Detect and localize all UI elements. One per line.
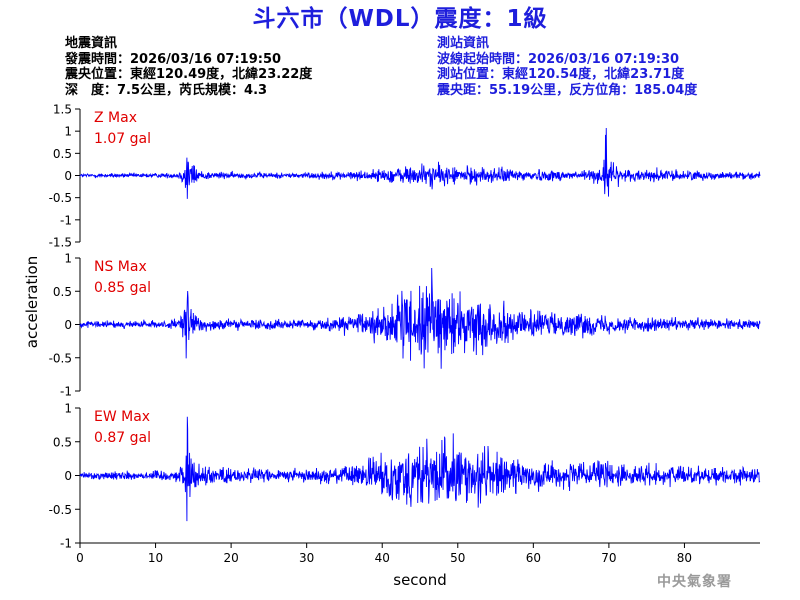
y-tick-label-z: -1.5: [49, 236, 72, 250]
max-value-ns: 0.85 gal: [94, 280, 151, 296]
y-tick-label-z: -1: [60, 213, 72, 227]
y-tick-label-ew: -0.5: [49, 503, 72, 517]
y-tick-label-ns: 0.5: [53, 285, 72, 299]
y-tick-label-ns: -0.5: [49, 351, 72, 365]
origin-time: 發震時間：2026/03/16 07:19:50: [65, 51, 282, 67]
y-tick-label-ew: -1: [60, 537, 72, 551]
panel-ew: -1 -0.5 0 0.5 1 EW Max 0.87 gal: [49, 402, 761, 551]
y-tick-label-z: 0: [64, 169, 72, 183]
station-info-block: 測站資訊 波線起始時間：2026/03/16 07:19:30 測站位置：東經1…: [437, 36, 697, 98]
wave-start-time: 波線起始時間：2026/03/16 07:19:30: [437, 51, 680, 67]
max-value-z: 1.07 gal: [94, 131, 151, 147]
y-tick-label-ew: 0.5: [53, 435, 72, 449]
max-label-ew: EW Max: [94, 409, 150, 425]
x-axis-label: second: [393, 571, 447, 589]
station-info-heading: 測站資訊: [437, 36, 490, 51]
y-axis-label: acceleration: [23, 256, 41, 348]
y-tick-label-z: 1: [64, 125, 72, 139]
y-tick-label-z: 1.5: [53, 103, 72, 117]
epicenter-location: 震央位置：東經120.49度，北緯23.22度: [65, 67, 313, 82]
y-tick-label-ns: 0: [64, 318, 72, 332]
max-value-ew: 0.87 gal: [94, 430, 151, 446]
x-tick-label: 60: [526, 551, 541, 565]
epicentral-distance-azimuth: 震央距：55.19公里，反方位角：185.04度: [437, 82, 698, 98]
y-tick-label-z: 0.5: [53, 147, 72, 161]
y-tick-label-z: -0.5: [49, 191, 72, 205]
quake-info-block: 地震資訊 發震時間：2026/03/16 07:19:50 震央位置：東經120…: [65, 36, 312, 98]
y-tick-label-ew: 0: [64, 469, 72, 483]
trace-z: [79, 128, 761, 199]
panel-z: -1.5 -1 -0.5 0 0.5 1 1.5 Z Max 1.07 gal: [49, 103, 761, 250]
max-label-z: Z Max: [94, 110, 137, 126]
y-tick-label-ns: 1: [64, 252, 72, 266]
x-tick-label: 80: [677, 551, 692, 565]
max-label-ns: NS Max: [94, 259, 147, 275]
trace-ns: [79, 267, 761, 369]
x-tick-label: 70: [601, 551, 616, 565]
x-tick-label: 0: [76, 551, 84, 565]
x-tick-label: 50: [450, 551, 465, 565]
y-tick-label-ns: -1: [60, 385, 72, 399]
panel-ns: -1 -0.5 0 0.5 1 NS Max 0.85 gal: [49, 252, 761, 399]
x-tick-label: 40: [375, 551, 390, 565]
trace-ew: [79, 416, 761, 522]
agency-label: 中央氣象署: [657, 574, 732, 590]
depth-magnitude: 深 度：7.5公里，芮氏規模：4.3: [65, 82, 268, 98]
chart-title: 斗六市（WDL）震度：1級: [252, 6, 548, 32]
y-tick-label-ew: 1: [64, 402, 72, 416]
station-location: 測站位置：東經120.54度，北緯23.71度: [437, 67, 685, 82]
quake-info-heading: 地震資訊: [65, 36, 118, 51]
x-tick-label: 10: [148, 551, 163, 565]
x-tick-label: 30: [299, 551, 314, 565]
x-tick-label: 20: [223, 551, 238, 565]
